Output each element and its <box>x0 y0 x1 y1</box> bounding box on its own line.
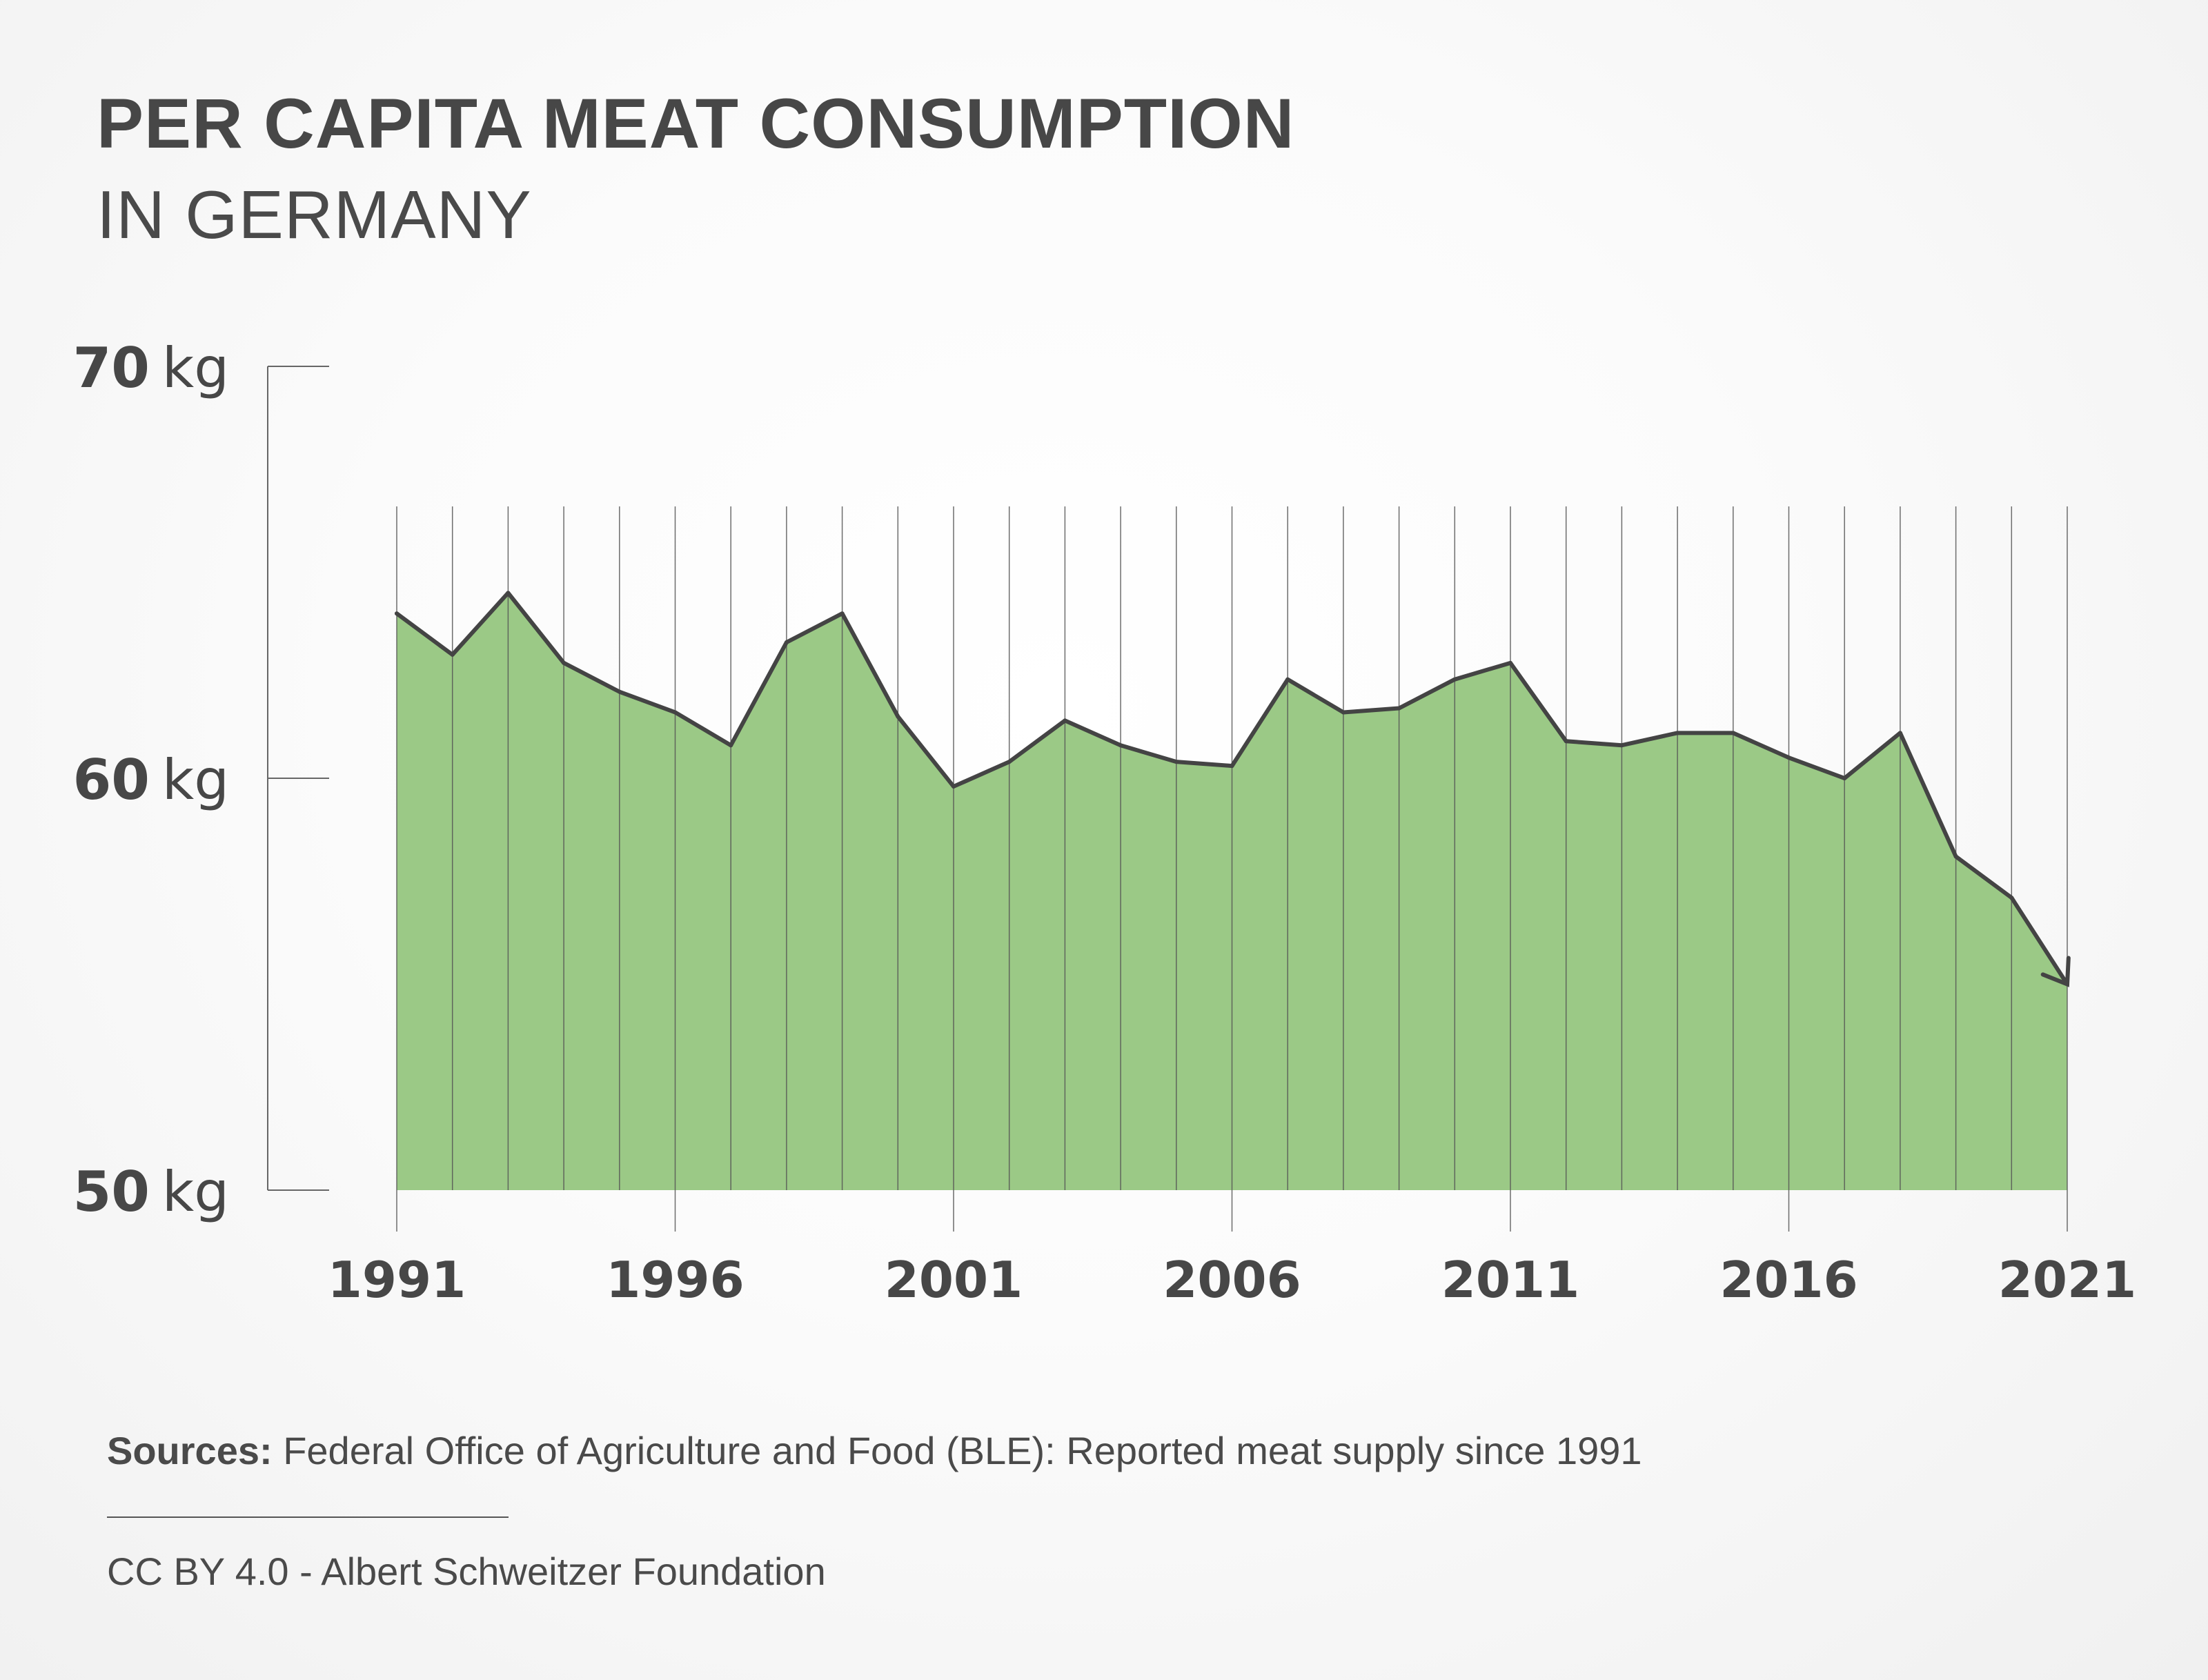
x-tick-label-2021: 2021 <box>1998 1251 2136 1309</box>
y-tick-label-70: 70 kg <box>73 336 229 400</box>
data-point-2016 <box>1786 755 1791 760</box>
data-point-2019 <box>1953 854 1958 859</box>
data-point-1993 <box>506 591 511 595</box>
data-point-1992 <box>450 652 455 657</box>
source-note: Sources: Federal Office of Agriculture a… <box>107 1428 1642 1473</box>
trend-arrowhead <box>2040 956 2071 987</box>
chart-subtitle: IN GERMANY <box>97 177 532 253</box>
data-point-2015 <box>1731 731 1735 735</box>
license-credit: CC BY 4.0 - Albert Schweitzer Foundation <box>107 1550 826 1593</box>
data-point-2014 <box>1675 731 1680 735</box>
y-tick-label-50: 50 kg <box>73 1160 229 1224</box>
data-point-2000 <box>896 714 900 719</box>
y-tick-unit: kg <box>162 1160 229 1224</box>
source-label: Sources: <box>107 1429 273 1472</box>
data-point-2006 <box>1230 764 1234 769</box>
x-tick-label-1991: 1991 <box>328 1251 466 1309</box>
y-tick-unit: kg <box>162 336 229 400</box>
data-point-1999 <box>840 611 845 616</box>
data-point-2012 <box>1564 739 1568 744</box>
source-text: Federal Office of Agriculture and Food (… <box>272 1429 1642 1472</box>
data-point-2017 <box>1842 776 1847 780</box>
data-point-1996 <box>673 710 678 715</box>
x-tick-label-2006: 2006 <box>1163 1251 1301 1309</box>
x-tick-label-2011: 2011 <box>1441 1251 1579 1309</box>
y-tick-label-60: 60 kg <box>73 748 229 812</box>
data-point-2008 <box>1341 710 1346 715</box>
data-point-2020 <box>2009 896 2014 900</box>
footer-divider <box>107 1516 509 1518</box>
data-point-2001 <box>952 784 956 789</box>
y-tick-number: 50 <box>73 1160 150 1224</box>
data-point-2005 <box>1174 760 1179 764</box>
data-point-2009 <box>1397 706 1401 711</box>
y-tick-number: 70 <box>73 336 150 400</box>
data-point-1998 <box>784 640 789 644</box>
data-point-2013 <box>1619 743 1624 748</box>
data-point-2011 <box>1508 660 1512 665</box>
data-point-1991 <box>395 611 399 616</box>
x-tick-label-2001: 2001 <box>885 1251 1023 1309</box>
data-point-2002 <box>1007 760 1012 764</box>
data-point-2004 <box>1118 743 1123 748</box>
data-point-1997 <box>729 743 733 748</box>
y-tick-number: 60 <box>73 748 150 812</box>
data-point-2003 <box>1063 718 1067 723</box>
chart-title: PER CAPITA MEAT CONSUMPTION <box>97 84 1295 163</box>
data-point-2007 <box>1285 677 1290 682</box>
data-point-1994 <box>562 660 566 665</box>
x-tick-label-1996: 1996 <box>606 1251 744 1309</box>
data-point-2018 <box>1897 731 1902 735</box>
x-tick-label-2016: 2016 <box>1719 1251 1857 1309</box>
data-point-1995 <box>617 689 622 694</box>
data-point-2010 <box>1452 677 1457 682</box>
y-tick-unit: kg <box>162 748 229 812</box>
